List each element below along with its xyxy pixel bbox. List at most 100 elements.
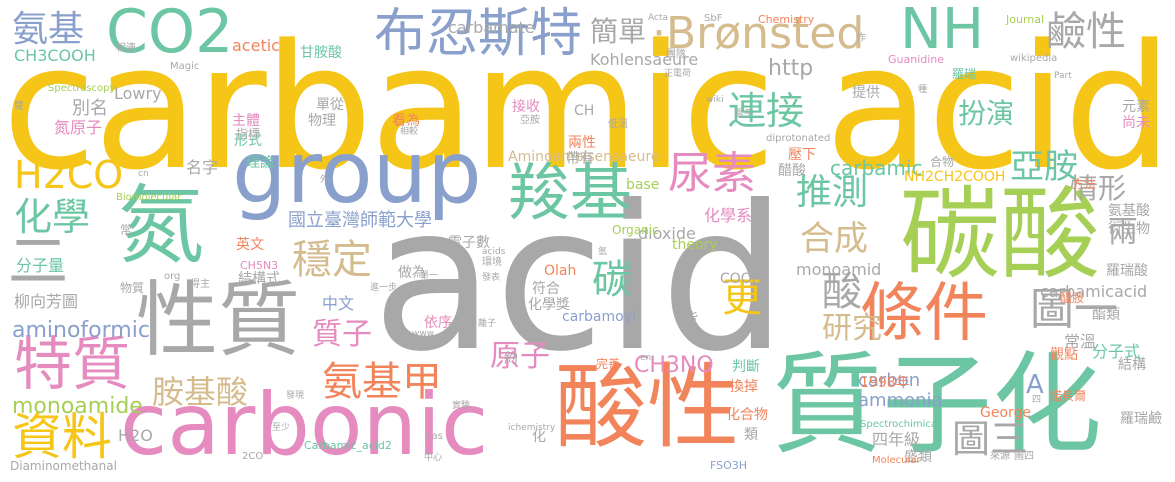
word-room-temp: 常溫 <box>1064 332 1097 351</box>
word-four: 四 <box>1032 395 1042 405</box>
word-acetic-zh: 醋酸 <box>778 163 806 179</box>
word-protonation: 質子化 <box>772 341 1102 469</box>
word-further: 進一步 <box>370 283 398 293</box>
word-cooh: COOH <box>720 271 763 287</box>
word-hua: 化 <box>532 429 546 445</box>
word-basicity: 鹼性 <box>1046 9 1126 55</box>
word-shuang: 雙 <box>14 101 24 112</box>
word-acta: Acta <box>648 13 668 23</box>
word-discover: 發現 <box>286 391 305 401</box>
word-carbon-zh: 碳 <box>592 257 632 303</box>
word-data: 資料 <box>12 408 112 466</box>
word-research: 研究 <box>822 311 882 346</box>
word-source: 來源 <box>990 451 1010 462</box>
word-monoamid: monoamid <box>796 260 882 279</box>
word-structure: 結構 <box>1118 357 1146 373</box>
word-amphoteric: 兩性 <box>568 135 596 151</box>
word-carbamicacid: carbamicacid <box>1040 282 1148 301</box>
word-carbamic: carbamic <box>830 156 923 180</box>
word-spectroscopy: Spectroscopy <box>48 83 116 94</box>
word-urea: 尿素 <box>668 148 756 199</box>
word-org: org <box>164 271 181 282</box>
word-atom: 原子 <box>490 339 550 374</box>
word-form: 形式 <box>234 133 262 149</box>
word-monoamide: monoamide <box>12 394 143 419</box>
word-carbonic-acid-zh: 碳酸 <box>900 176 1100 293</box>
word-not-yet: 尚未 <box>1122 115 1150 131</box>
word-chem-dept: 化學系 <box>704 206 753 225</box>
word-method: 方法 <box>1072 177 1097 191</box>
word-perfect: 完善 <box>596 357 621 371</box>
word-sequence: 依序 <box>424 315 452 331</box>
word-theory-zh: 理論 <box>246 155 274 171</box>
word-wiki: wiki <box>706 95 724 105</box>
word-chinese: 中文 <box>322 294 355 313</box>
word-group: group <box>232 123 482 223</box>
word-nh2ch2cooh: NH2CH2COOH <box>904 169 1006 185</box>
word-connected: 相連 <box>116 43 136 54</box>
word-acidity: 酸性 <box>555 354 740 461</box>
word-lowry: Lowry <box>114 84 162 103</box>
word-as: 做為 <box>398 265 426 281</box>
word-en: en <box>640 353 652 363</box>
word-team: 團隊 <box>666 49 686 60</box>
word-comply: 符合 <box>532 281 560 297</box>
word-property: 性質 <box>136 273 301 368</box>
word-h2co: H2CO <box>14 153 124 197</box>
word-www: www <box>412 329 435 339</box>
word-nobel: 諾貝爾 <box>1050 389 1087 403</box>
word-chemistry-en: Chemistry <box>758 13 815 26</box>
word-regard-as: 看為 <box>392 113 420 129</box>
word-molecular-weight: 分子量 <box>16 256 65 275</box>
word-proton: 質子 <box>312 317 372 352</box>
word-biomolecular: Biomolecular <box>116 192 182 203</box>
word-compound: 化合物 <box>726 407 768 423</box>
word-environment: 環境 <box>482 257 502 268</box>
word-nitrogen-atom: 氮原子 <box>54 118 103 137</box>
word-cas: cas <box>426 431 443 442</box>
word-molecular: Molecular <box>872 455 921 466</box>
word-play-role: 扮演 <box>958 97 1015 130</box>
word-condition: 條件 <box>860 277 988 351</box>
word-george: George <box>980 405 1032 421</box>
word-diaminomethanal: Diaminomethanal <box>10 459 117 473</box>
word-judge: 判斷 <box>732 359 760 375</box>
word-lowry-base: 羅瑞鹼 <box>1120 411 1162 427</box>
word-acid: acid <box>372 163 788 396</box>
word-ch: CH <box>574 103 595 119</box>
word-amino-acid: 胺基酸 <box>152 373 249 411</box>
word-guanidine: Guanidine <box>888 53 945 66</box>
word-2co: 2CO <box>242 451 264 462</box>
word-qing: 氫 <box>598 247 608 257</box>
word-class: 類 <box>744 427 758 443</box>
word-ammonia: ammonia <box>858 390 943 411</box>
word-two: 二 <box>8 227 68 297</box>
word-publish: 發表 <box>482 273 501 283</box>
word-center: 中心 <box>424 453 443 463</box>
word-provide: 提供 <box>852 85 880 101</box>
word-carbon: carbon <box>858 370 921 391</box>
word-low-temp: 低溫 <box>608 119 628 130</box>
word-simple: 簡單 <box>590 15 647 48</box>
word-figure-four: 圖四 <box>1014 451 1034 462</box>
word-1998: 1998年 <box>860 375 910 391</box>
word-electrons: 電子數 <box>448 235 490 251</box>
word-carbamate: carbamate <box>448 18 535 37</box>
word-nh: NH <box>900 0 984 62</box>
word-viewpoint: 觀點 <box>1050 347 1078 363</box>
word-esters: 酯類 <box>1092 307 1120 323</box>
word-press-down: 壓下 <box>788 147 816 163</box>
word-stable: 穩定 <box>292 237 372 283</box>
word-chem-prize: 化學獎 <box>528 297 570 313</box>
word-index: 指標 <box>236 127 261 141</box>
word-magic: Magic <box>170 61 200 72</box>
word-h2o: H2O <box>118 426 153 445</box>
word-amino: 氨基 <box>12 9 85 50</box>
word-zhong: 種 <box>918 85 928 95</box>
word-ch3cooh: CH3COOH <box>14 46 96 65</box>
word-compare: 相較 <box>400 127 419 137</box>
word-figure-one: 圖一 <box>1030 284 1118 335</box>
word-glycine: 甘胺酸 <box>300 45 342 61</box>
word-both: 兩 <box>1108 215 1138 250</box>
